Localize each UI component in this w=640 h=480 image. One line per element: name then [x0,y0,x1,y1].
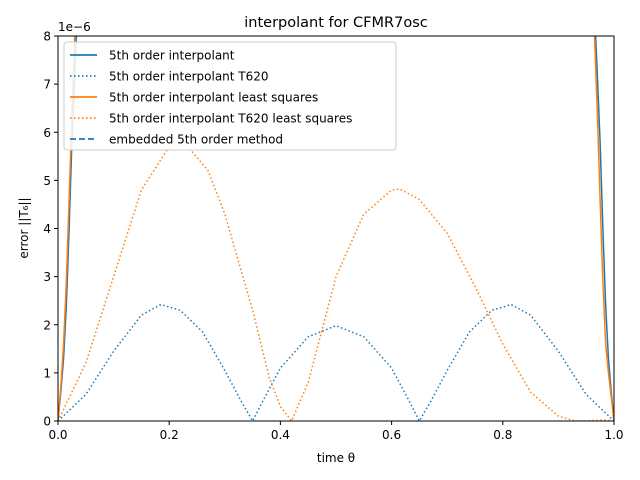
y-tick-label: 7 [43,78,51,92]
legend-label-1: 5th order interpolant T620 [109,70,269,84]
y-tick-label: 0 [43,415,51,429]
series-layer [58,36,614,421]
y-tick-label: 8 [43,30,51,44]
y-axis-offset-label: 1e−6 [58,20,91,34]
series-line-1 [58,303,614,421]
y-tick-label: 5 [43,174,51,188]
legend-label-0: 5th order interpolant [109,49,235,63]
y-tick-label: 1 [43,366,51,380]
x-tick-label: 0.8 [493,428,512,442]
y-axis-ticks: 0 1 2 3 4 5 6 7 8 [43,30,58,429]
legend-label-3: 5th order interpolant T620 least squares [109,112,352,126]
series-line-2 [58,36,614,421]
x-tick-label: 0.2 [160,428,179,442]
legend: 5th order interpolant 5th order interpola… [63,41,397,151]
x-tick-label: 0.6 [382,428,401,442]
y-tick-label: 3 [43,270,51,284]
legend-label-4: embedded 5th order method [109,133,283,147]
x-tick-label: 0.0 [48,428,67,442]
y-axis-label: error ||T₆|| [17,197,31,258]
x-axis-ticks: 0.0 0.2 0.4 0.6 0.8 1.0 [48,421,624,442]
y-tick-label: 6 [43,126,51,140]
series-line-0 [58,36,614,421]
legend-label-2: 5th order interpolant least squares [109,91,318,105]
y-tick-label: 2 [43,318,51,332]
x-tick-label: 1.0 [604,428,623,442]
chart-title: interpolant for CFMR7osc [244,15,428,31]
legend-box [63,41,397,151]
y-tick-label: 4 [43,222,51,236]
x-axis-label: time θ [317,451,355,465]
x-tick-label: 0.4 [271,428,290,442]
series-line-3 [58,143,614,421]
